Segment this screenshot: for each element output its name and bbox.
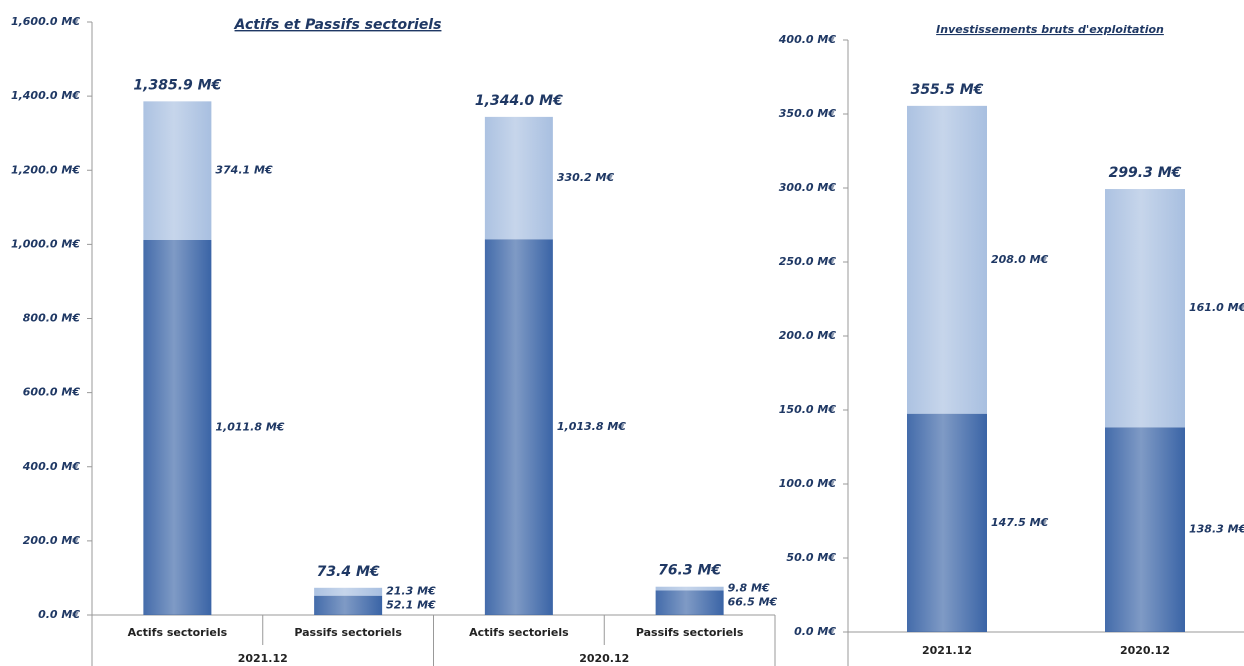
bar-segment [1105,189,1185,428]
bar-segment [314,587,383,596]
total-label: 299.3 M€ [1109,165,1182,181]
y-tick-label: 300.0 M€ [779,181,837,194]
chart-title: Actifs et Passifs sectoriels [234,17,442,33]
bar-segment [484,239,553,615]
total-label: 355.5 M€ [911,82,984,98]
bar-segment [143,101,212,241]
total-label: 1,344.0 M€ [475,93,563,109]
y-tick-label: 350.0 M€ [779,107,837,120]
y-tick-label: 150.0 M€ [779,403,837,416]
bar-segment [655,586,724,591]
value-label: 330.2 M€ [557,171,615,184]
y-tick-label: 800.0 M€ [23,312,81,325]
y-tick-label: 100.0 M€ [779,477,837,490]
total-label: 73.4 M€ [317,564,380,580]
value-label: 138.3 M€ [1189,523,1244,536]
y-tick-label: 600.0 M€ [23,386,81,399]
bar-segment [484,116,553,240]
bar-segment [314,595,383,615]
y-tick-label: 400.0 M€ [22,460,81,473]
x-tick-label: Actifs sectoriels [469,626,569,639]
bar-segment [143,240,212,615]
value-label: 147.5 M€ [991,516,1049,529]
bar-segment [655,590,724,615]
group-label: 2021.12 [238,652,288,665]
y-tick-label: 1,200.0 M€ [11,163,80,176]
value-label: 161.0 M€ [1189,301,1244,314]
x-tick-label: 2021.12 [922,644,972,657]
chart-title: Investissements bruts d'exploitation [936,23,1164,36]
y-tick-label: 1,600.0 M€ [11,15,80,28]
value-label: 374.1 M€ [215,164,273,177]
x-tick-label: Actifs sectoriels [128,626,228,639]
x-tick-label: Passifs sectoriels [636,626,744,639]
y-tick-label: 250.0 M€ [779,255,837,268]
y-tick-label: 400.0 M€ [778,33,837,46]
total-label: 76.3 M€ [658,563,721,579]
y-tick-label: 1,400.0 M€ [11,89,80,102]
y-tick-label: 0.0 M€ [38,608,80,621]
value-label: 66.5 M€ [728,596,778,609]
y-tick-label: 50.0 M€ [786,551,836,564]
value-label: 208.0 M€ [991,253,1049,266]
y-tick-label: 1,000.0 M€ [11,237,80,250]
value-label: 21.3 M€ [386,585,436,598]
y-tick-label: 0.0 M€ [794,625,836,638]
value-label: 9.8 M€ [728,582,770,595]
x-tick-label: Passifs sectoriels [294,626,402,639]
bar-segment [907,413,987,632]
bar-segment [907,105,987,414]
group-label: 2020.12 [579,652,629,665]
x-tick-label: 2020.12 [1120,644,1170,657]
total-label: 1,385.9 M€ [133,77,221,93]
bar-segment [1105,427,1185,632]
value-label: 1,013.8 M€ [557,420,626,433]
y-tick-label: 200.0 M€ [779,329,837,342]
y-tick-label: 200.0 M€ [23,534,81,547]
value-label: 52.1 M€ [386,598,436,611]
value-label: 1,011.8 M€ [215,421,284,434]
